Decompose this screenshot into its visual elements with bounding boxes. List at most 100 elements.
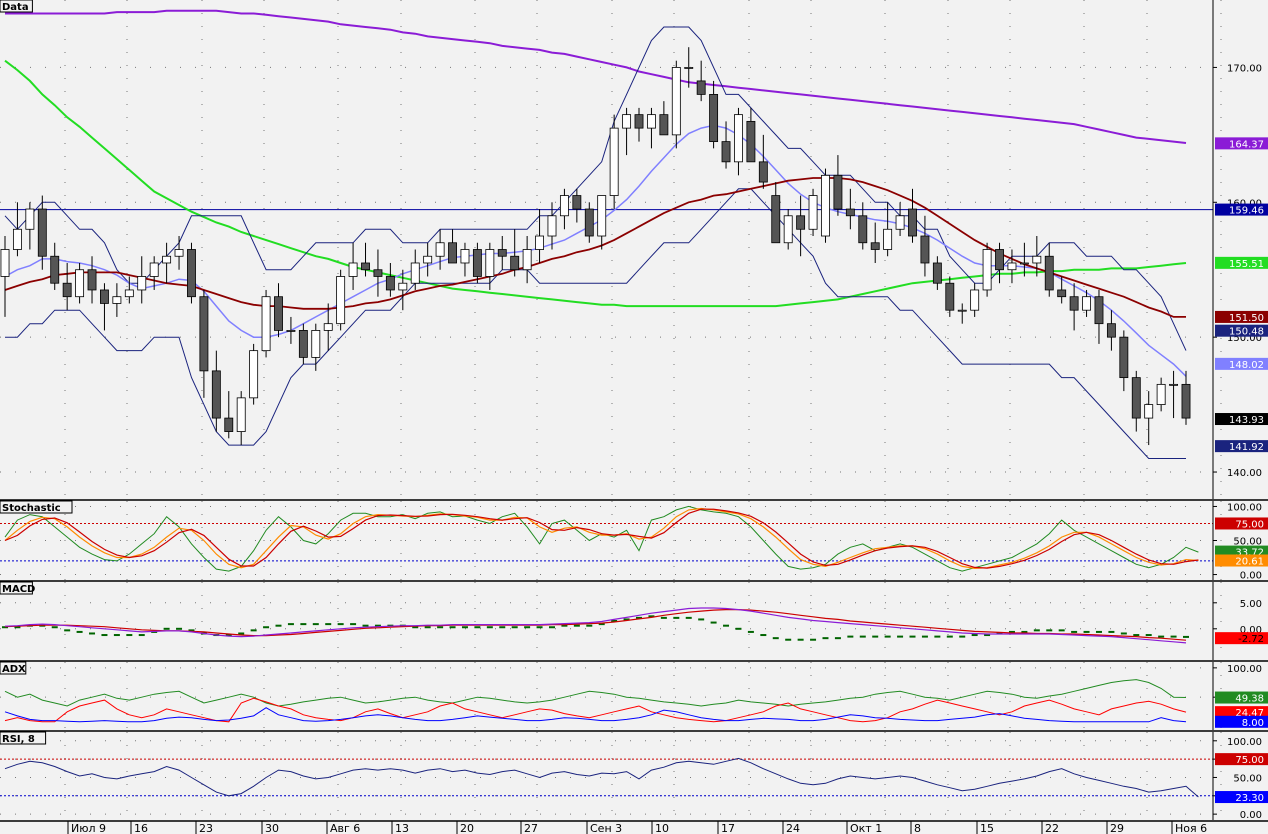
candle-body xyxy=(796,215,806,230)
candle-body xyxy=(1106,323,1116,338)
y-tick-label: 50.00 xyxy=(1233,537,1262,548)
y-tick-label: 0.00 xyxy=(1240,571,1262,582)
value-badge-text: 20.61 xyxy=(1235,557,1264,568)
candle-body xyxy=(1144,404,1154,419)
value-badge xyxy=(1215,554,1268,567)
candle-body xyxy=(485,249,495,277)
candle-body xyxy=(957,309,967,312)
y-tick-label: 5.00 xyxy=(1240,599,1262,610)
candle-body xyxy=(895,215,905,230)
pane-title-box xyxy=(0,661,27,675)
pane-title-box xyxy=(0,581,33,595)
value-badge xyxy=(1215,632,1268,645)
candle-body xyxy=(497,249,507,257)
candle-body xyxy=(821,174,830,237)
candle-body xyxy=(423,255,433,264)
candle-body xyxy=(100,289,109,304)
candle-body xyxy=(286,330,296,332)
candle-body xyxy=(472,249,482,277)
candle-body xyxy=(261,296,271,352)
candle-body xyxy=(945,282,955,311)
candle-body xyxy=(833,174,843,210)
candle-body xyxy=(1094,296,1104,325)
value-badge xyxy=(1215,706,1268,719)
candle-body xyxy=(62,282,72,298)
pane-title-box xyxy=(0,500,73,514)
candle-body xyxy=(1044,255,1054,291)
adx-blue-line xyxy=(4,707,1187,723)
value-badge xyxy=(1215,357,1268,370)
candle-body xyxy=(1019,262,1029,265)
candle-body xyxy=(373,269,383,277)
pane-title-box xyxy=(0,0,33,13)
value-badge-text: 75.00 xyxy=(1235,755,1264,766)
value-badge-text: 8.00 xyxy=(1242,718,1264,729)
x-tick-label: Июл 9 xyxy=(71,822,106,834)
ma-mid-line xyxy=(4,177,1186,318)
value-badge xyxy=(1215,715,1268,728)
candle-body xyxy=(298,330,308,358)
value-badge-text: 141.92 xyxy=(1229,442,1264,453)
candle-body xyxy=(709,94,719,143)
candle-body xyxy=(25,208,35,230)
bollinger-lower-line xyxy=(5,188,1186,459)
candle-body xyxy=(721,141,731,163)
value-badge xyxy=(1215,137,1268,150)
candle-body xyxy=(970,289,980,311)
value-badge-text: 164.37 xyxy=(1229,139,1264,150)
candle-body xyxy=(883,228,893,250)
y-tick-label: 0.00 xyxy=(1240,625,1262,636)
macd-line xyxy=(4,607,1187,644)
candle-body xyxy=(771,195,781,244)
x-tick-label: Окт 1 xyxy=(850,822,882,834)
candle-body xyxy=(522,249,532,271)
candle-body xyxy=(435,242,445,257)
candle-body xyxy=(858,215,868,244)
candle-body xyxy=(199,296,209,372)
x-tick-label: 22 xyxy=(1045,822,1059,834)
ma-long-line xyxy=(5,9,1187,144)
candle-body xyxy=(982,249,992,291)
candle-body xyxy=(87,269,97,291)
candle-body xyxy=(410,262,420,284)
candle-body xyxy=(348,262,358,277)
value-badge-text: 155.51 xyxy=(1229,259,1264,270)
pane-title: Stochastic xyxy=(2,503,61,514)
candle-body xyxy=(398,282,408,291)
candle-body xyxy=(149,262,159,277)
candle-body xyxy=(510,255,520,271)
candle-body xyxy=(336,276,346,325)
candle-body xyxy=(323,323,333,331)
candle-body xyxy=(1007,262,1017,271)
adx-red-line xyxy=(4,697,1187,723)
adx-green-line xyxy=(4,679,1187,707)
candle-body xyxy=(908,208,917,237)
candle-body xyxy=(460,249,470,264)
x-tick-label: 24 xyxy=(786,822,800,834)
x-tick-label: 29 xyxy=(1110,822,1124,834)
candle-body xyxy=(1082,296,1091,311)
value-badge-text: 33.72 xyxy=(1235,548,1264,559)
candle-body xyxy=(162,255,172,264)
value-badge-text: 143.93 xyxy=(1229,415,1264,426)
candle-body xyxy=(559,195,569,217)
candle-body xyxy=(187,249,196,298)
candle-body xyxy=(112,296,122,304)
candle-body xyxy=(124,289,134,298)
value-badge xyxy=(1215,791,1268,804)
stoch-slow-line xyxy=(4,508,1199,569)
candle-body xyxy=(1169,383,1179,386)
candle-body xyxy=(37,208,47,257)
candle-body xyxy=(50,255,60,284)
y-tick-label: 100.00 xyxy=(1227,737,1262,748)
x-tick-label: 8 xyxy=(914,822,921,834)
x-tick-label: 30 xyxy=(265,822,279,834)
macd-signal-line xyxy=(4,608,1187,641)
candle-body xyxy=(634,114,644,129)
candle-body xyxy=(448,242,457,264)
value-badge xyxy=(1215,324,1268,337)
y-tick-label: 100.00 xyxy=(1227,664,1262,675)
y-tick-label: 170.00 xyxy=(1227,63,1262,74)
value-badge-text: 151.50 xyxy=(1229,313,1264,324)
